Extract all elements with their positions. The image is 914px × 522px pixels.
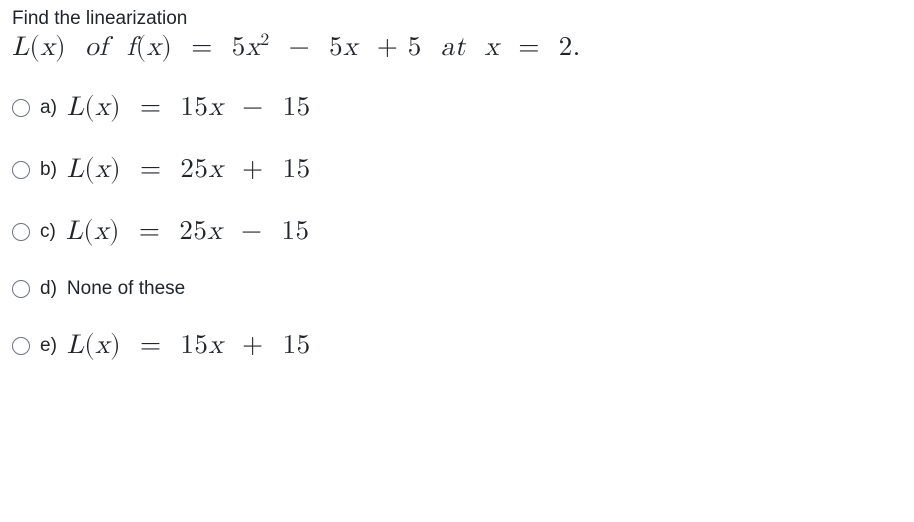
- option-math: L(x) = 25x + 15: [67, 154, 311, 186]
- radio-icon: [12, 223, 30, 241]
- option-letter: a): [40, 97, 57, 119]
- option-e[interactable]: e) L(x) = 15x + 15: [12, 330, 902, 362]
- option-text: None of these: [67, 278, 185, 300]
- option-letter: b): [40, 159, 57, 181]
- option-math: L(x) = 25x − 15: [66, 216, 310, 248]
- option-math: L(x) = 15x − 15: [67, 92, 311, 124]
- option-letter: d): [40, 278, 57, 300]
- option-math: L(x) = 15x + 15: [67, 330, 311, 362]
- options-list: a) L(x) = 15x − 15 b) L(x) = 25x + 15 c)…: [12, 92, 902, 362]
- option-a[interactable]: a) L(x) = 15x − 15: [12, 92, 902, 124]
- question-prompt-line1: Find the linearization: [12, 8, 902, 30]
- option-letter: c): [40, 221, 56, 243]
- option-letter: e): [40, 335, 57, 357]
- option-d[interactable]: d) None of these: [12, 278, 902, 300]
- option-c[interactable]: c) L(x) = 25x − 15: [12, 216, 902, 248]
- option-b[interactable]: b) L(x) = 25x + 15: [12, 154, 902, 186]
- radio-icon: [12, 161, 30, 179]
- radio-icon: [12, 99, 30, 117]
- radio-icon: [12, 337, 30, 355]
- radio-icon: [12, 280, 30, 298]
- question-prompt-line2: L(x) of f(x) = 5x2 − 5x + 5 at x = 2.: [12, 32, 902, 64]
